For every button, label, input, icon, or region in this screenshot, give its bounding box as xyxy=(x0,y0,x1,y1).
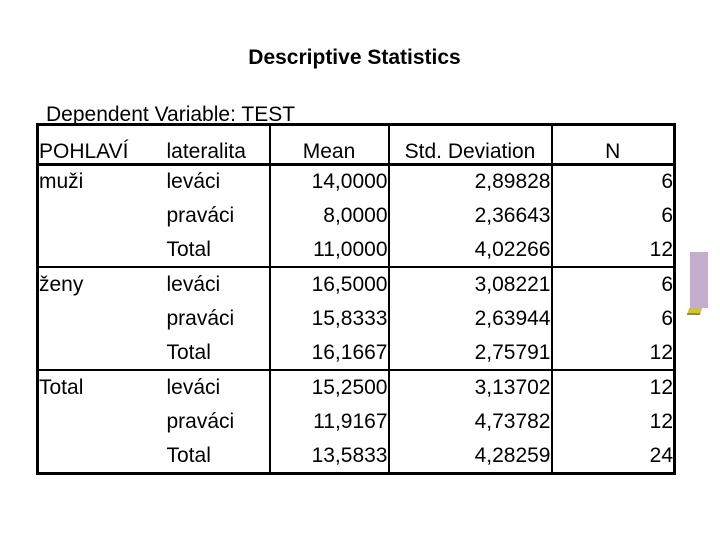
table-row: praváci 8,0000 2,36643 6 xyxy=(38,198,675,234)
n-cell: 12 xyxy=(550,336,675,371)
mean-cell: 11,9167 xyxy=(268,404,389,440)
std-cell: 4,28259 xyxy=(387,439,552,474)
lateralita-cell: Total xyxy=(166,237,211,261)
n-cell: 12 xyxy=(550,404,675,440)
n-cell: 24 xyxy=(550,439,675,474)
n-cell: 12 xyxy=(550,369,675,405)
lateralita-cell: praváci xyxy=(166,409,235,433)
slide-decoration-yellow-mark xyxy=(686,308,703,315)
slide-decoration-purple-bar xyxy=(690,252,708,308)
column-header-n: N xyxy=(550,124,675,166)
mean-cell: 16,1667 xyxy=(268,336,389,371)
n-cell: 6 xyxy=(550,301,675,337)
column-header-pohlavi: POHLAVÍ xyxy=(37,124,167,166)
group-label-cell-empty xyxy=(38,405,167,439)
page-title: Descriptive Statistics xyxy=(248,46,461,69)
group-label-cell-empty xyxy=(38,439,167,473)
group-label-cell-empty xyxy=(38,199,167,233)
mean-cell: 8,0000 xyxy=(268,198,389,234)
lateralita-cell: leváci xyxy=(166,170,221,194)
table-row: praváci 11,9167 4,73782 12 xyxy=(38,404,675,440)
lateralita-cell: Total xyxy=(166,443,211,467)
lateralita-cell: leváci xyxy=(166,369,270,405)
std-cell: 2,75791 xyxy=(387,336,552,371)
std-cell: 4,73782 xyxy=(387,404,552,440)
mean-cell: 15,8333 xyxy=(268,301,389,337)
n-cell: 6 xyxy=(550,198,675,234)
mean-cell: 13,5833 xyxy=(268,439,389,474)
lateralita-cell: Total xyxy=(166,340,211,364)
mean-cell: 15,2500 xyxy=(268,369,389,405)
mean-cell: 11,0000 xyxy=(268,233,389,268)
descriptive-statistics-table: POHLAVÍ lateralita Mean Std. Deviation N… xyxy=(36,123,676,475)
table-row: Total 13,5833 4,28259 24 xyxy=(38,439,675,474)
group-label-cell-empty xyxy=(38,336,167,370)
lateralita-cell: leváci xyxy=(166,266,270,302)
table-row: praváci 15,8333 2,63944 6 xyxy=(38,301,675,337)
n-cell: 12 xyxy=(550,233,675,268)
n-cell: 6 xyxy=(550,266,675,302)
std-cell: 3,08221 xyxy=(387,266,552,302)
column-header-mean: Mean xyxy=(268,124,389,166)
n-cell: 6 xyxy=(550,164,675,199)
table-row: ženy leváci 16,5000 3,08221 6 xyxy=(37,266,675,302)
header-row: POHLAVÍ lateralita Mean Std. Deviation N xyxy=(37,124,675,166)
mean-cell: 14,0000 xyxy=(268,164,389,199)
group-label-cell-empty xyxy=(38,302,167,336)
mean-cell: 16,5000 xyxy=(268,266,389,302)
lateralita-cell: praváci xyxy=(166,203,235,227)
table-row: Total leváci 15,2500 3,13702 12 xyxy=(37,369,675,405)
group-label-cell: muži xyxy=(39,170,84,194)
group-label-cell: Total xyxy=(37,369,167,405)
lateralita-cell: praváci xyxy=(166,306,235,330)
std-cell: 2,89828 xyxy=(387,164,552,199)
column-header-std-deviation: Std. Deviation xyxy=(387,124,552,166)
table-row: muži leváci 14,0000 2,89828 6 xyxy=(38,164,675,199)
std-cell: 2,36643 xyxy=(387,198,552,234)
group-label-cell: ženy xyxy=(37,266,167,302)
table-row: Total 11,0000 4,02266 12 xyxy=(38,233,675,268)
dependent-variable-caption: Dependent Variable: TEST xyxy=(46,103,296,126)
std-cell: 3,13702 xyxy=(387,369,552,405)
group-label-cell-empty xyxy=(38,233,167,267)
column-header-lateralita: lateralita xyxy=(166,124,270,166)
std-cell: 4,02266 xyxy=(387,233,552,268)
table-row: Total 16,1667 2,75791 12 xyxy=(38,336,675,371)
std-cell: 2,63944 xyxy=(387,301,552,337)
